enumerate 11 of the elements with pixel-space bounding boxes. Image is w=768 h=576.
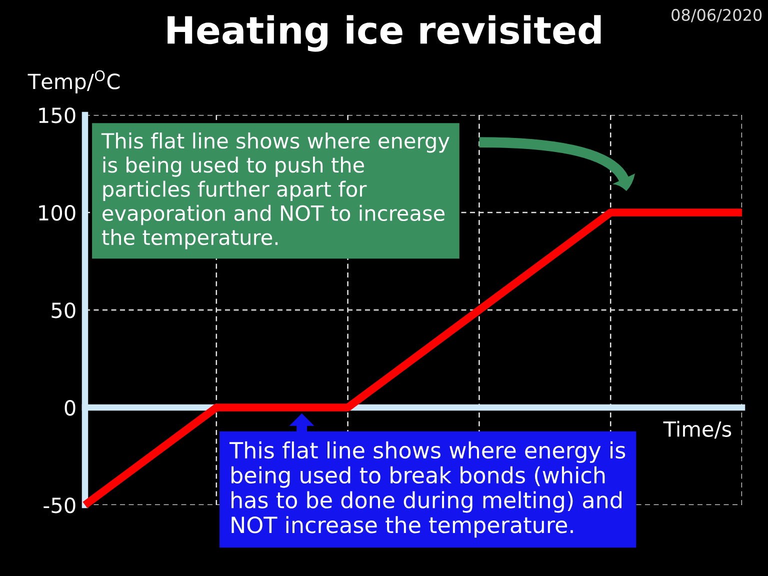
y-tick-label: -50 [44,497,76,514]
text: 08/06/2020 [672,8,762,22]
y-tick-label: 50 [52,302,76,318]
chart-title: Heating ice revisited [168,15,601,52]
annotation: This flat line shows where energy is being used to push the particles further apart for evaporation and NOT to increase the temperature. [101,132,450,250]
y-tick-label: 100 [39,204,76,221]
x-axis-title: Time/s [663,420,732,439]
y-axis-title: Temp/$^{O}$C [28,70,120,94]
y-tick-label: 150 [39,107,76,124]
annotation: This flat line shows where energy is being used to break bonds (which has to be done during melting) and NOT increase the temperature. [229,441,626,538]
y-tick-label: 0 [64,400,76,416]
